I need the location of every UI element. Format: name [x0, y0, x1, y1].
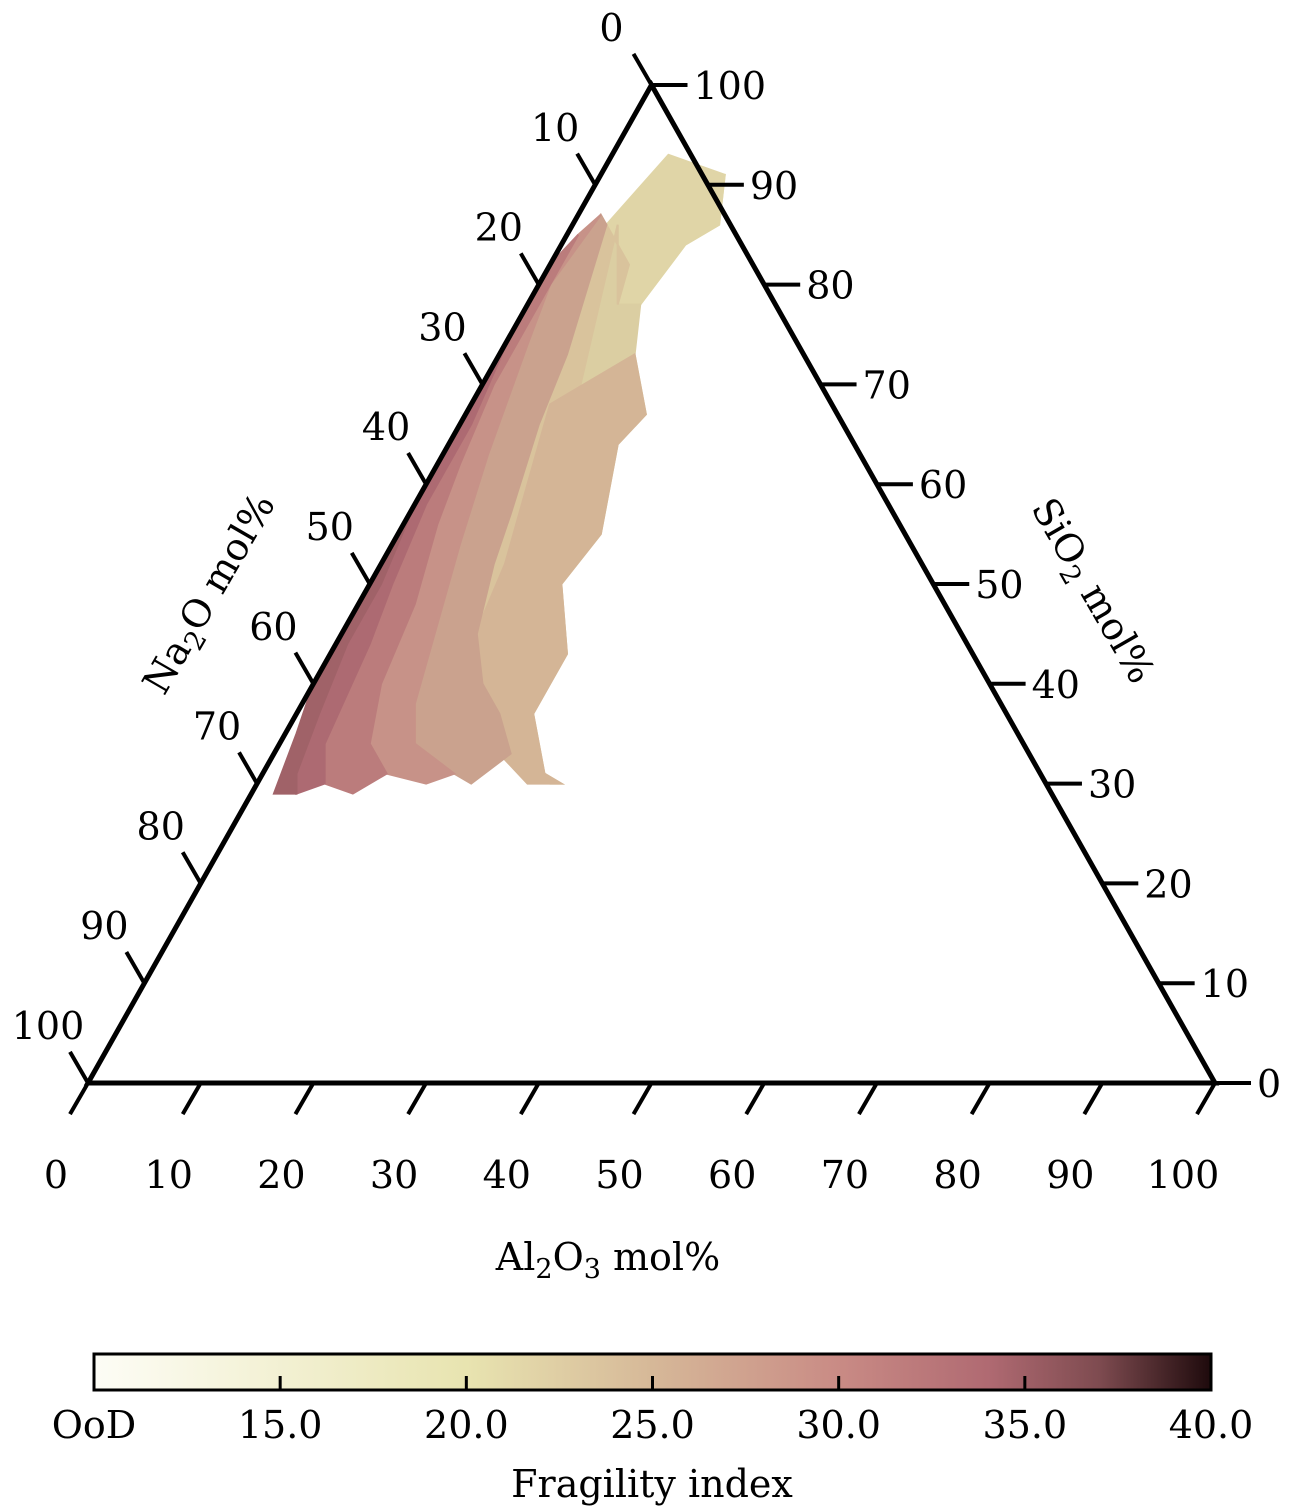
left-tick	[124, 951, 147, 985]
left-tick-label: 70	[193, 705, 241, 749]
bottom-tick-label: 0	[44, 1153, 68, 1197]
bottom-tick	[180, 1081, 203, 1116]
colorbar: OoD 15.0 20.0 25.0 30.0 35.0 40.0 Fragility in…	[52, 1352, 1254, 1506]
bottom-tick	[969, 1081, 992, 1116]
bottom-tick-label: 100	[1147, 1153, 1220, 1197]
bottom-tick-label: 90	[1046, 1153, 1094, 1197]
colorbar-tick-label: 40.0	[1169, 1403, 1254, 1447]
bottom-tick	[1195, 1081, 1217, 1116]
right-tick-label: 50	[975, 563, 1023, 607]
left-axis-title: Na2O mol%	[134, 486, 289, 705]
colorbar-tick-label: 25.0	[610, 1403, 695, 1447]
colorbar-title: Fragility index	[511, 1462, 793, 1506]
right-tick-label: 0	[1257, 1062, 1281, 1106]
bottom-tick	[744, 1081, 766, 1116]
left-tick	[406, 452, 428, 486]
bottom-tick-label: 30	[370, 1153, 418, 1197]
bottom-tick-label: 10	[145, 1153, 193, 1197]
right-tick-label: 60	[919, 463, 967, 507]
colorbar-tick-label: 15.0	[238, 1403, 323, 1447]
left-tick-label: 60	[249, 605, 297, 649]
colorbar-tick-label: 35.0	[983, 1403, 1068, 1447]
left-tick-label: 10	[531, 106, 579, 150]
right-tick-label: 40	[1032, 663, 1080, 707]
bottom-tick-label: 70	[821, 1153, 869, 1197]
bottom-tick	[857, 1081, 879, 1116]
bottom-tick-label: 20	[257, 1153, 305, 1197]
left-tick-label: 40	[362, 405, 410, 449]
left-tick	[462, 352, 485, 386]
hexbin-region-4	[470, 352, 647, 785]
left-tick	[237, 751, 259, 785]
bottom-tick	[293, 1081, 316, 1116]
colorbar-ticks: OoD 15.0 20.0 25.0 30.0 35.0 40.0	[52, 1376, 1254, 1447]
bottom-tick-label: 60	[708, 1153, 756, 1197]
left-tick-label: 90	[80, 904, 128, 948]
left-tick	[293, 651, 316, 685]
right-tick-label: 20	[1144, 862, 1192, 906]
bottom-tick	[406, 1081, 428, 1116]
bottom-tick-label: 40	[483, 1153, 531, 1197]
left-tick	[350, 551, 372, 586]
left-axis-ticks: 0 10 20 30 40 50 60 70 80 90 100	[12, 6, 654, 1085]
bottom-tick-label: 50	[595, 1153, 643, 1197]
bottom-tick	[631, 1081, 654, 1116]
right-tick-label: 90	[750, 164, 798, 208]
colorbar-tick-label: 20.0	[424, 1403, 509, 1447]
left-tick	[575, 152, 597, 186]
right-tick-label: 30	[1088, 763, 1136, 807]
left-tick-label: 30	[418, 305, 466, 349]
hexbin-regions	[272, 153, 726, 795]
right-tick-label: 10	[1201, 962, 1249, 1006]
left-tick	[180, 851, 203, 885]
right-tick-label: 100	[694, 64, 767, 108]
bottom-axis-title: Al2O3 mol%	[495, 1235, 720, 1285]
right-axis-ticks: 0 10 20 30 40 50 60 70 80 90 100	[651, 64, 1281, 1106]
left-tick-label: 50	[306, 505, 354, 549]
left-tick	[631, 52, 654, 87]
left-tick-label: 0	[599, 6, 623, 50]
colorbar-tick-label: OoD	[52, 1403, 137, 1447]
left-tick-label: 80	[137, 804, 185, 848]
bottom-tick	[519, 1081, 541, 1116]
bottom-axis-ticks: 0 10 20 30 40 50 60 70 80 90 100	[44, 1081, 1220, 1197]
bottom-tick	[1082, 1081, 1105, 1116]
right-tick-label: 80	[806, 264, 854, 308]
left-tick-label: 20	[475, 206, 523, 250]
bottom-tick	[68, 1081, 90, 1116]
left-tick-label: 100	[12, 1004, 85, 1048]
colorbar-tick-label: 30.0	[796, 1403, 881, 1447]
right-tick-label: 70	[863, 363, 911, 407]
bottom-tick-label: 80	[933, 1153, 981, 1197]
left-tick	[519, 252, 541, 286]
left-tick	[68, 1050, 90, 1085]
